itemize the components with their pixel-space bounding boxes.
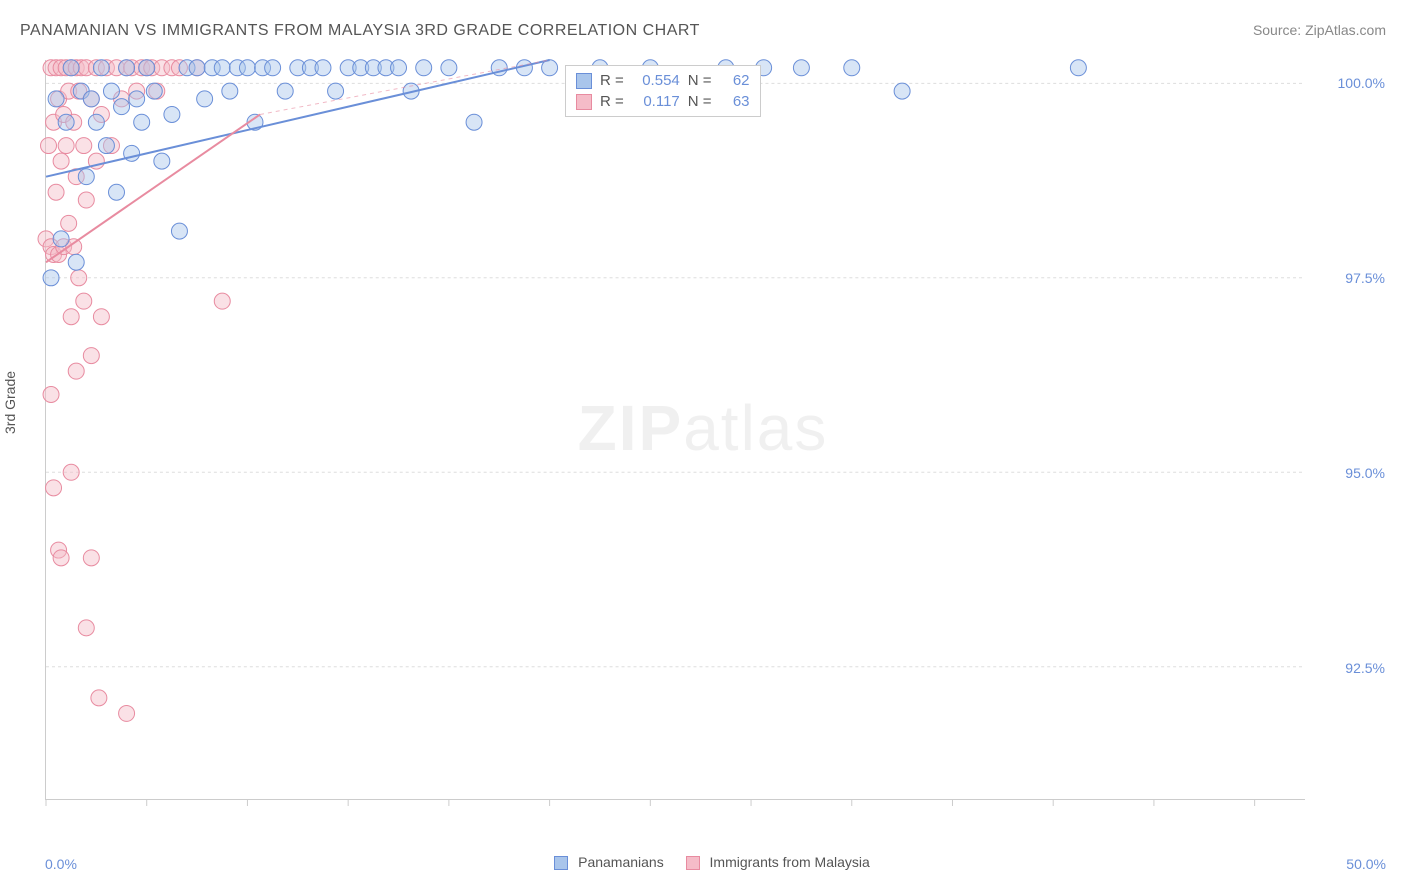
data-point	[134, 114, 150, 130]
data-point	[53, 550, 69, 566]
data-point	[214, 293, 230, 309]
y-tick-label: 100.0%	[1338, 75, 1385, 91]
legend-swatch-icon	[576, 73, 592, 89]
data-point	[78, 192, 94, 208]
legend-row-malaysia: R = 0.117 N = 63	[576, 91, 750, 112]
data-point	[793, 60, 809, 76]
data-point	[58, 114, 74, 130]
data-point	[139, 60, 155, 76]
data-point	[88, 114, 104, 130]
data-point	[265, 60, 281, 76]
n-label: N =	[688, 93, 712, 110]
data-point	[119, 705, 135, 721]
data-point	[109, 184, 125, 200]
legend-swatch-icon	[686, 856, 700, 870]
r-label: R =	[600, 93, 624, 110]
data-point	[78, 620, 94, 636]
data-point	[63, 464, 79, 480]
data-point	[83, 550, 99, 566]
data-point	[1070, 60, 1086, 76]
data-point	[48, 91, 64, 107]
data-point	[91, 690, 107, 706]
data-point	[146, 83, 162, 99]
data-point	[61, 215, 77, 231]
data-point	[466, 114, 482, 130]
data-point	[164, 106, 180, 122]
chart-container: PANAMANIAN VS IMMIGRANTS FROM MALAYSIA 3…	[0, 0, 1406, 892]
data-point	[189, 60, 205, 76]
n-label: N =	[688, 72, 712, 89]
trend-line-malaysia	[46, 114, 260, 262]
legend-row-panamanians: R = 0.554 N = 62	[576, 70, 750, 91]
data-point	[93, 60, 109, 76]
legend-series: Panamanians Immigrants from Malaysia	[0, 854, 1406, 870]
data-point	[114, 99, 130, 115]
data-point	[129, 91, 145, 107]
data-point	[103, 83, 119, 99]
data-point	[46, 480, 62, 496]
r-value: 0.554	[632, 72, 680, 89]
data-point	[315, 60, 331, 76]
data-point	[239, 60, 255, 76]
plot-area: 92.5%95.0%97.5%100.0%	[45, 60, 1305, 800]
data-point	[83, 91, 99, 107]
y-axis-title: 3rd Grade	[2, 371, 18, 434]
legend-label: Immigrants from Malaysia	[710, 854, 870, 870]
y-tick-label: 95.0%	[1345, 465, 1385, 481]
data-point	[154, 153, 170, 169]
data-point	[277, 83, 293, 99]
data-point	[119, 60, 135, 76]
n-value: 63	[720, 93, 750, 110]
data-point	[222, 83, 238, 99]
data-point	[416, 60, 432, 76]
data-point	[68, 363, 84, 379]
data-point	[43, 387, 59, 403]
data-point	[68, 254, 84, 270]
plot-svg	[46, 60, 1305, 799]
data-point	[63, 309, 79, 325]
legend-label: Panamanians	[578, 854, 664, 870]
data-point	[844, 60, 860, 76]
data-point	[63, 60, 79, 76]
n-value: 62	[720, 72, 750, 89]
y-tick-label: 92.5%	[1345, 660, 1385, 676]
legend-swatch-icon	[554, 856, 568, 870]
data-point	[76, 293, 92, 309]
data-point	[83, 348, 99, 364]
data-point	[98, 138, 114, 154]
data-point	[41, 138, 57, 154]
r-value: 0.117	[632, 93, 680, 110]
data-point	[93, 309, 109, 325]
chart-title: PANAMANIAN VS IMMIGRANTS FROM MALAYSIA 3…	[20, 22, 700, 40]
data-point	[43, 270, 59, 286]
data-point	[171, 223, 187, 239]
r-label: R =	[600, 72, 624, 89]
data-point	[53, 153, 69, 169]
data-point	[53, 231, 69, 247]
legend-swatch-icon	[576, 94, 592, 110]
data-point	[71, 270, 87, 286]
data-point	[197, 91, 213, 107]
data-point	[328, 83, 344, 99]
chart-source: Source: ZipAtlas.com	[1253, 22, 1386, 38]
y-tick-label: 97.5%	[1345, 270, 1385, 286]
data-point	[441, 60, 457, 76]
data-point	[76, 138, 92, 154]
data-point	[894, 83, 910, 99]
data-point	[391, 60, 407, 76]
data-point	[78, 169, 94, 185]
data-point	[58, 138, 74, 154]
data-point	[48, 184, 64, 200]
data-point	[214, 60, 230, 76]
legend-correlation: R = 0.554 N = 62 R = 0.117 N = 63	[565, 65, 761, 117]
